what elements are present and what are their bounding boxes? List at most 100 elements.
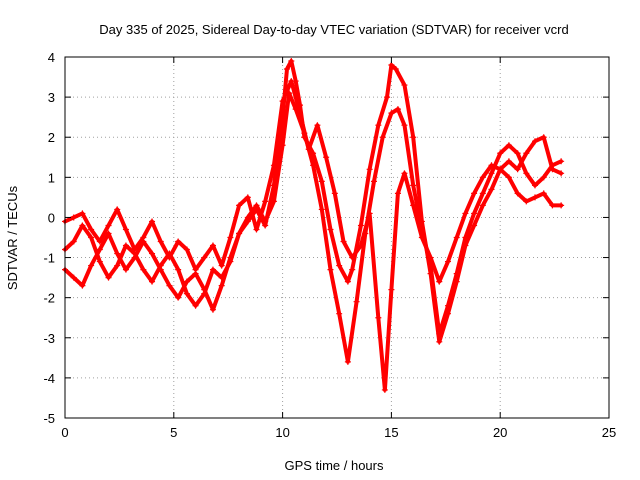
data-point-marker [96, 238, 103, 245]
data-point-marker [410, 134, 417, 141]
data-point-marker [175, 266, 182, 273]
data-point-marker [366, 166, 373, 173]
data-point-marker [236, 230, 243, 237]
data-point-marker [140, 234, 147, 241]
data-point-marker [122, 266, 129, 273]
axis-ticks: 0 5 10 15 20 25 -5 -4 -3 -2 -1 0 1 2 3 4 [43, 50, 616, 440]
data-point-marker [497, 150, 504, 157]
data-point-marker [140, 266, 147, 273]
data-point-marker [227, 234, 234, 241]
data-point-marker [310, 162, 317, 169]
data-point-marker [96, 258, 103, 265]
data-point-marker [532, 194, 539, 201]
data-point-marker [218, 274, 225, 281]
data-point-marker [436, 278, 443, 285]
y-tick-label: 3 [48, 90, 55, 105]
data-point-marker [88, 226, 95, 233]
data-point-marker [279, 98, 286, 105]
data-point-marker [505, 142, 512, 149]
data-point-marker [471, 222, 478, 229]
data-point-marker [514, 166, 521, 173]
x-tick-label: 25 [602, 425, 616, 440]
data-point-marker [344, 278, 351, 285]
data-point-marker [505, 174, 512, 181]
data-point-marker [88, 262, 95, 269]
data-point-marker [375, 122, 382, 129]
data-point-marker [318, 178, 325, 185]
data-point-marker [558, 202, 565, 209]
data-point-marker [105, 230, 112, 237]
data-point-marker [88, 234, 95, 241]
data-point-marker [336, 262, 343, 269]
data-point-marker [381, 386, 388, 393]
data-point-marker [357, 222, 364, 229]
data-point-marker [114, 262, 121, 269]
data-point-marker [453, 270, 460, 277]
data-point-marker [209, 306, 216, 313]
data-point-marker [131, 246, 138, 253]
data-point-marker [462, 234, 469, 241]
data-point-marker [183, 246, 190, 253]
data-point-marker [418, 234, 425, 241]
data-point-marker [122, 226, 129, 233]
data-point-marker [70, 238, 77, 245]
data-point-marker [262, 198, 269, 205]
data-point-marker [540, 174, 547, 181]
data-point-marker [270, 198, 277, 205]
data-point-marker [410, 182, 417, 189]
data-point-marker [444, 302, 451, 309]
x-axis-label: GPS time / hours [285, 458, 384, 473]
y-tick-label: -5 [43, 411, 55, 426]
data-point-marker [357, 242, 364, 249]
data-point-marker [549, 202, 556, 209]
x-tick-label: 5 [170, 425, 177, 440]
data-point-marker [122, 242, 129, 249]
data-point-marker [157, 238, 164, 245]
data-point-marker [244, 194, 251, 201]
data-point-marker [279, 142, 286, 149]
data-point-marker [488, 170, 495, 177]
data-point-marker [471, 210, 478, 217]
data-point-marker [96, 246, 103, 253]
data-point-marker [558, 170, 565, 177]
data-point-marker [497, 166, 504, 173]
data-point-marker [540, 134, 547, 141]
data-point-marker [540, 190, 547, 197]
data-point-marker [388, 286, 395, 293]
data-point-marker [558, 158, 565, 165]
data-point-marker [79, 222, 86, 229]
y-tick-label: 0 [48, 210, 55, 225]
data-point-marker [244, 214, 251, 221]
data-point-marker [394, 106, 401, 113]
data-point-marker [175, 238, 182, 245]
data-point-marker [262, 218, 269, 225]
data-point-marker [318, 206, 325, 213]
data-point-marker [105, 222, 112, 229]
data-point-marker [462, 210, 469, 217]
data-point-marker [114, 250, 121, 257]
data-point-marker [479, 190, 486, 197]
data-point-marker [79, 282, 86, 289]
data-point-marker [327, 266, 334, 273]
data-point-marker [488, 186, 495, 193]
data-point-marker [392, 66, 399, 73]
data-point-marker [270, 162, 277, 169]
data-point-marker [183, 290, 190, 297]
data-point-marker [523, 198, 530, 205]
y-tick-label: -2 [43, 291, 55, 306]
data-point-marker [218, 282, 225, 289]
y-tick-label: 1 [48, 170, 55, 185]
data-point-marker [327, 226, 334, 233]
data-point-marker [192, 266, 199, 273]
x-tick-label: 20 [493, 425, 507, 440]
data-point-marker [105, 274, 112, 281]
data-point-marker [314, 122, 321, 129]
data-point-marker [283, 66, 290, 73]
data-point-marker [388, 110, 395, 117]
data-point-marker [183, 278, 190, 285]
data-point-marker [514, 190, 521, 197]
data-point-marker [366, 210, 373, 217]
data-point-marker [149, 218, 156, 225]
